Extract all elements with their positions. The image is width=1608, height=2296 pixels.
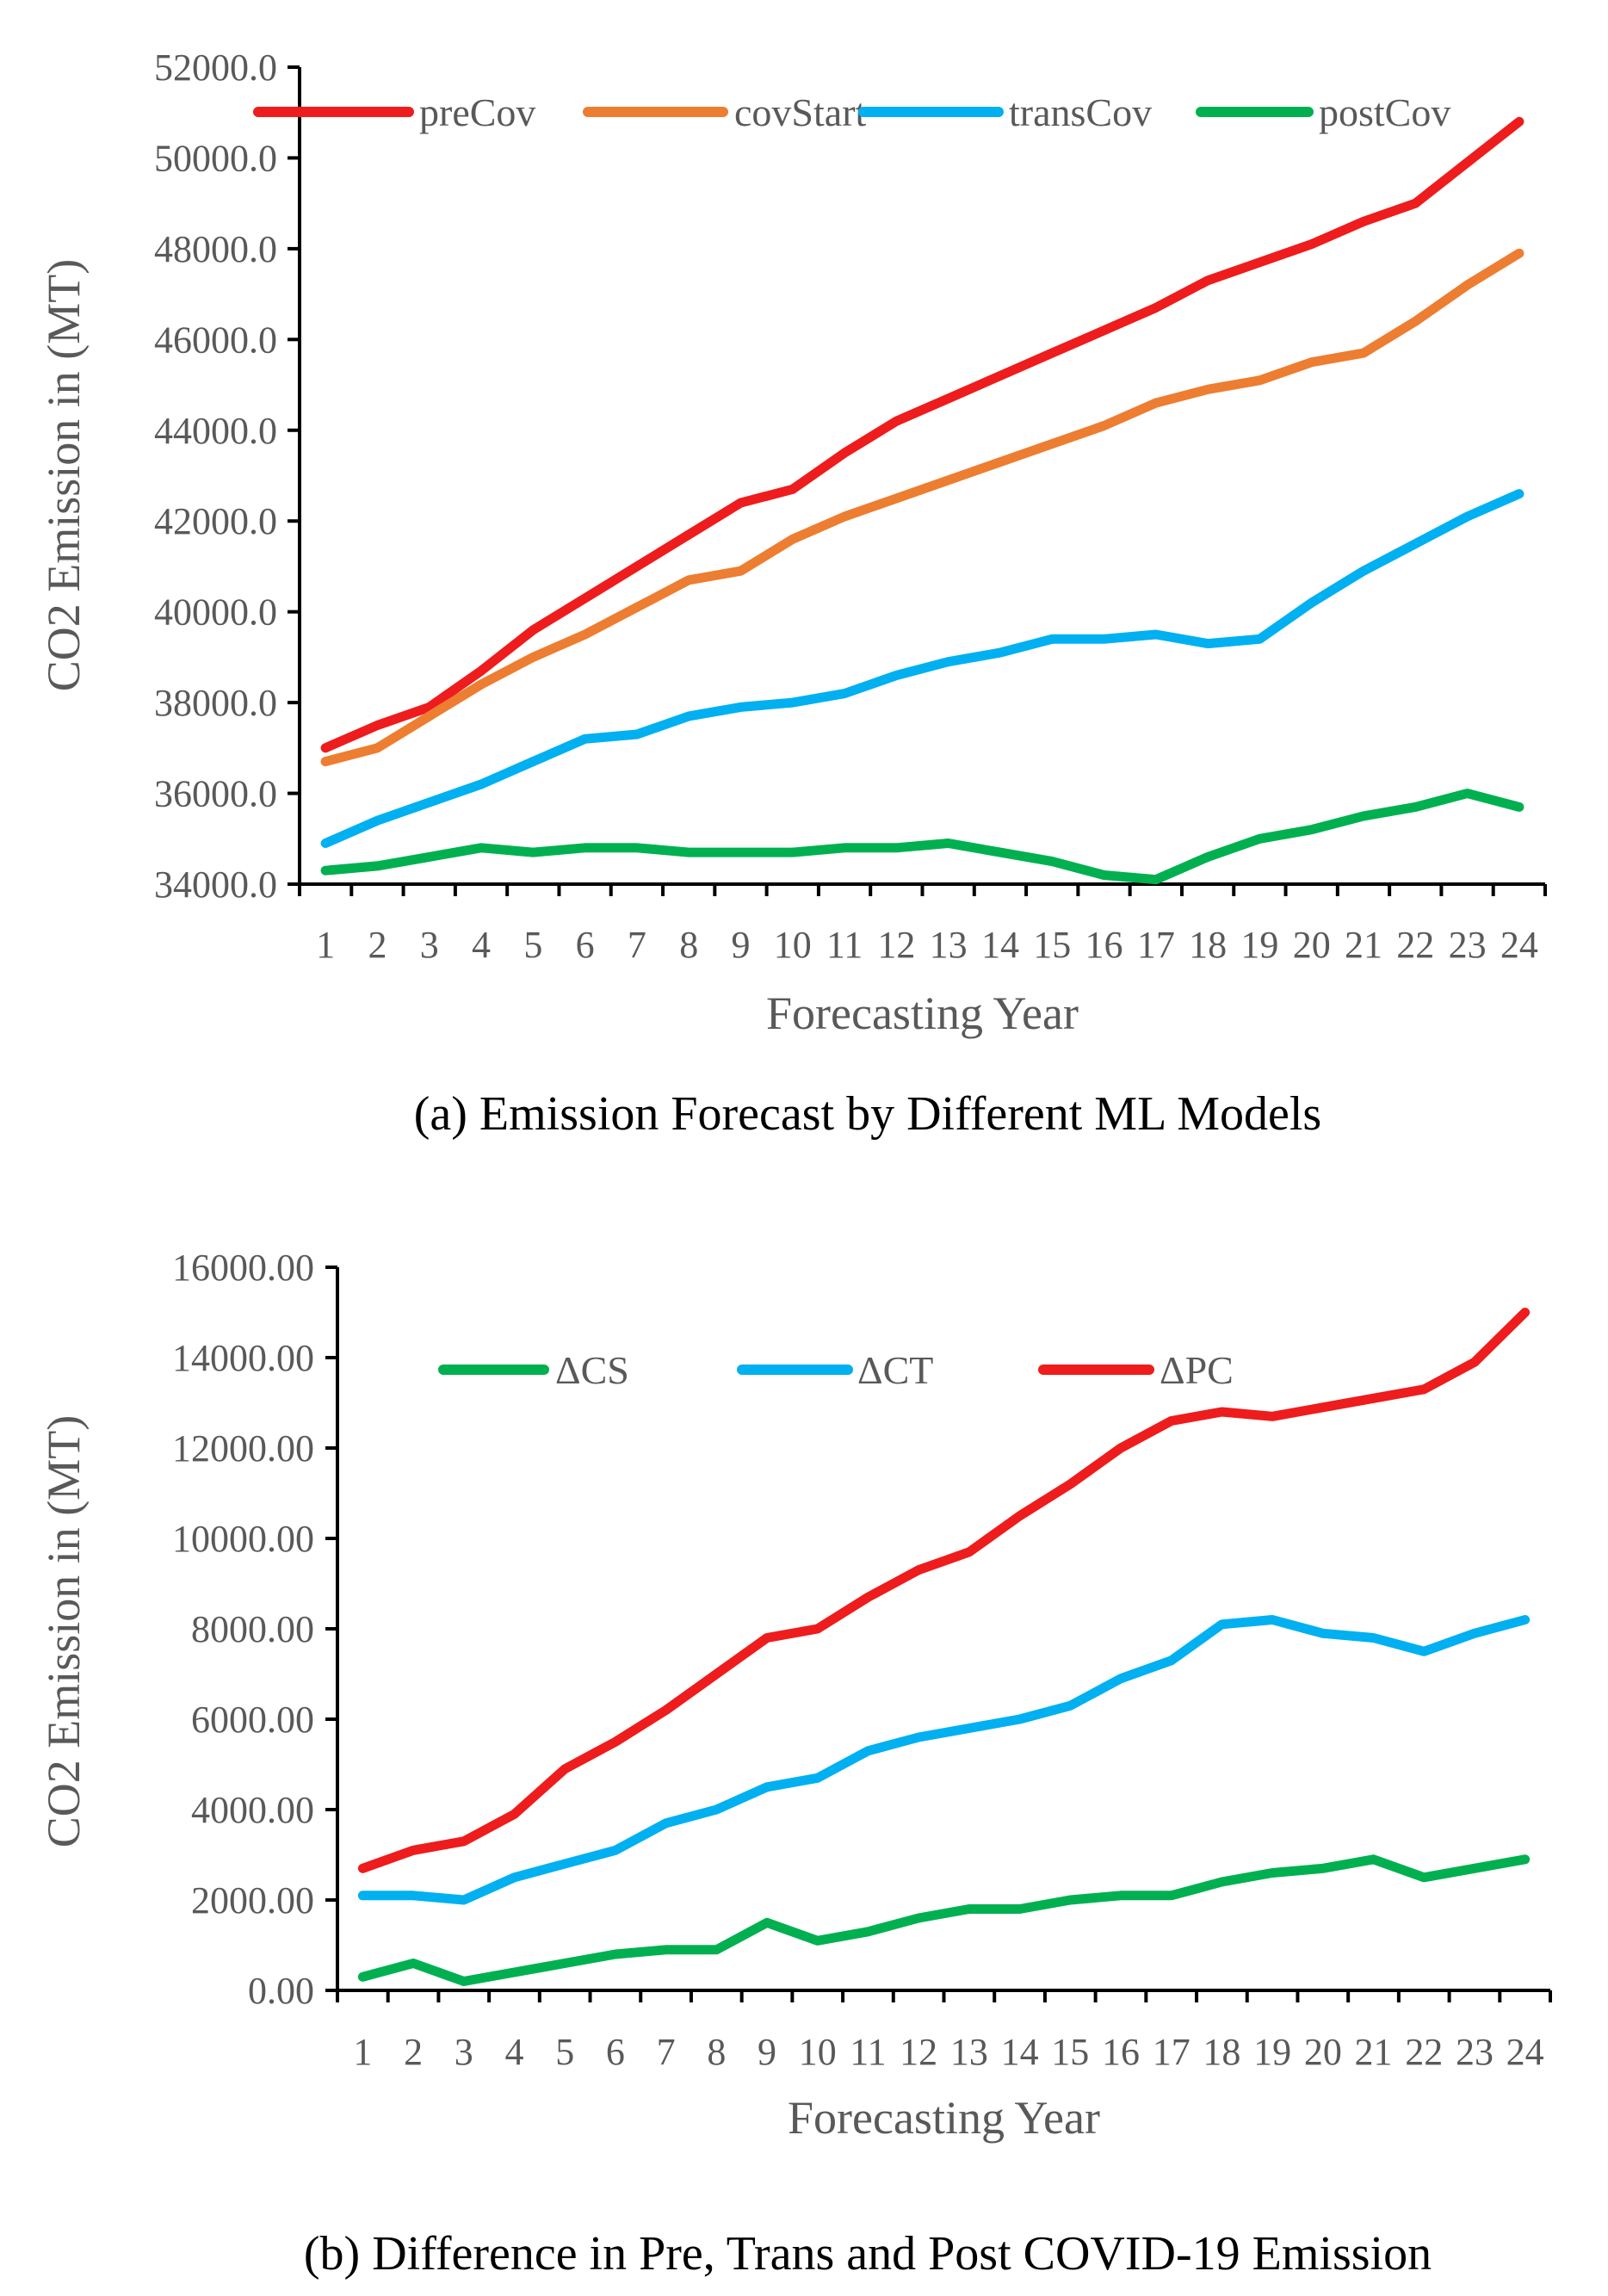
chart-b-legend-label: ΔPC bbox=[1160, 1348, 1234, 1392]
chart-b-x-tick-label: 2 bbox=[404, 2031, 423, 2073]
chart-a-y-tick-label: 52000.0 bbox=[154, 46, 277, 89]
chart-b-caption: (b) Difference in Pre, Trans and Post CO… bbox=[304, 2227, 1432, 2281]
chart-b-y-tick-label: 12000.00 bbox=[172, 1427, 314, 1470]
chart-a-legend-label: preCov bbox=[419, 90, 535, 134]
chart-a-x-tick-label: 7 bbox=[628, 924, 646, 966]
chart-b-x-tick-label: 4 bbox=[504, 2031, 523, 2073]
chart-a-y-tick-label: 38000.0 bbox=[154, 682, 277, 724]
chart-b-x-tick-label: 14 bbox=[1001, 2031, 1039, 2073]
chart-a-y-tick-label: 34000.0 bbox=[154, 863, 277, 906]
chart-a-x-tick-label: 9 bbox=[731, 924, 750, 966]
chart-b-svg: 0.00 2000.00 4000.00 6000.00 8000.00 10000.00… bbox=[38, 1247, 1552, 2281]
chart-b-series-ΔPC bbox=[357, 1308, 1531, 1873]
chart-b-y-tick-label: 4000.00 bbox=[191, 1789, 314, 1831]
chart-a-x-tick-label: 1 bbox=[316, 924, 335, 966]
chart-a-x-tick-label: 6 bbox=[576, 924, 595, 966]
chart-a-x-tick-label: 23 bbox=[1449, 924, 1487, 966]
chart-b-x-tick-label: 5 bbox=[555, 2031, 574, 2073]
chart-a-x-axis-title: Forecasting Year bbox=[766, 987, 1079, 1039]
chart-b-x-tick-label: 7 bbox=[657, 2031, 676, 2073]
chart-b-x-axis-title: Forecasting Year bbox=[788, 2092, 1100, 2144]
chart-a-x-tick-label: 13 bbox=[930, 924, 968, 966]
chart-a-y-tick-label: 36000.0 bbox=[154, 773, 277, 815]
chart-a-x-tick-label: 20 bbox=[1293, 924, 1331, 966]
chart-a-y-tick-label: 50000.0 bbox=[154, 137, 277, 179]
chart-b-x-tick-label: 20 bbox=[1304, 2031, 1342, 2073]
chart-b-y-tick-label: 14000.00 bbox=[172, 1337, 314, 1379]
chart-b: 0.00 2000.00 4000.00 6000.00 8000.00 10000.00… bbox=[0, 1188, 1608, 2296]
chart-b-y-tick-label: 10000.00 bbox=[172, 1518, 314, 1560]
chart-b-x-tick-label: 9 bbox=[758, 2031, 776, 2073]
chart-a-x-tick-label: 3 bbox=[420, 924, 439, 966]
chart-a-x-tick-label: 8 bbox=[679, 924, 698, 966]
chart-b-x-tick-label: 11 bbox=[850, 2031, 886, 2073]
chart-b-y-tick-label: 8000.00 bbox=[191, 1608, 314, 1650]
chart-a-x-tick-label: 22 bbox=[1396, 924, 1434, 966]
chart-a-series-preCov bbox=[320, 116, 1525, 753]
chart-a-x-tick-label: 14 bbox=[981, 924, 1019, 966]
chart-b-x-tick-label: 13 bbox=[950, 2031, 988, 2073]
chart-a-y-tick-label: 40000.0 bbox=[154, 591, 277, 634]
chart-a: 34000.0 36000.0 38000.0 40000.0 42000.0 44000… bbox=[38, 46, 1547, 1141]
chart-b-y-tick-label: 2000.00 bbox=[191, 1879, 314, 1922]
chart-a-x-tick-label: 18 bbox=[1189, 924, 1227, 966]
chart-b-x-tick-label: 1 bbox=[353, 2031, 372, 2073]
chart-b-x-tick-label: 8 bbox=[707, 2031, 726, 2073]
chart-a-x-tick-label: 5 bbox=[523, 924, 542, 966]
chart-a-x-tick-label: 19 bbox=[1240, 924, 1278, 966]
chart-a-y-tick-label: 46000.0 bbox=[154, 319, 277, 361]
chart-b-x-tick-label: 16 bbox=[1102, 2031, 1140, 2073]
chart-b-x-tick-label: 3 bbox=[455, 2031, 473, 2073]
chart-b-x-tick-label: 17 bbox=[1153, 2031, 1191, 2073]
chart-b-legend-label: ΔCS bbox=[555, 1348, 629, 1392]
chart-a-x-tick-label: 2 bbox=[368, 924, 387, 966]
chart-b-x-tick-label: 18 bbox=[1203, 2031, 1240, 2073]
chart-a-y-tick-label: 44000.0 bbox=[154, 410, 277, 452]
chart-b-x-tick-label: 23 bbox=[1456, 2031, 1494, 2073]
chart-a-x-tick-label: 12 bbox=[877, 924, 915, 966]
chart-b-legend-label: ΔCT bbox=[857, 1348, 933, 1392]
chart-b-x-tick-label: 6 bbox=[606, 2031, 625, 2073]
chart-a-series-covStart bbox=[320, 248, 1525, 767]
chart-a-caption: (a) Emission Forecast by Different ML Mo… bbox=[414, 1087, 1321, 1141]
chart-a-x-tick-label: 15 bbox=[1033, 924, 1071, 966]
chart-b-x-tick-label: 19 bbox=[1253, 2031, 1291, 2073]
chart-b-series-ΔCT bbox=[357, 1615, 1531, 1905]
chart-b-series-ΔCS bbox=[357, 1854, 1531, 1986]
chart-a-x-tick-label: 21 bbox=[1345, 924, 1382, 966]
chart-a-y-tick-label: 42000.0 bbox=[154, 500, 277, 542]
chart-b-x-tick-label: 22 bbox=[1405, 2031, 1443, 2073]
chart-a-x-tick-label: 10 bbox=[774, 924, 812, 966]
chart-b-y-axis-title: CO2 Emission in (MT) bbox=[38, 1415, 90, 1848]
chart-a-legend-label: transCov bbox=[1009, 90, 1152, 134]
chart-a-x-tick-label: 11 bbox=[826, 924, 863, 966]
chart-a-series-postCov bbox=[320, 789, 1525, 885]
chart-a-legend-label: postCov bbox=[1319, 90, 1450, 134]
chart-a-legend-label: covStart bbox=[734, 90, 867, 134]
chart-a-svg: 34000.0 36000.0 38000.0 40000.0 42000.0 44000… bbox=[38, 46, 1547, 1141]
chart-a-y-axis-title: CO2 Emission in (MT) bbox=[38, 259, 90, 692]
chart-a-y-tick-label: 48000.0 bbox=[154, 228, 277, 270]
chart-b-y-tick-label: 16000.00 bbox=[172, 1247, 314, 1289]
chart-a-series-transCov bbox=[320, 489, 1525, 848]
chart-b-y-tick-label: 6000.00 bbox=[191, 1699, 314, 1741]
chart-b-x-tick-label: 10 bbox=[799, 2031, 837, 2073]
chart-b-x-tick-label: 12 bbox=[900, 2031, 937, 2073]
chart-b-x-tick-label: 21 bbox=[1355, 2031, 1393, 2073]
chart-a-x-tick-label: 17 bbox=[1137, 924, 1175, 966]
chart-a-x-tick-label: 24 bbox=[1500, 924, 1538, 966]
chart-b-y-tick-label: 0.00 bbox=[248, 1970, 314, 2012]
chart-a-x-tick-label: 4 bbox=[472, 924, 491, 966]
chart-a-x-tick-label: 16 bbox=[1085, 924, 1123, 966]
chart-b-x-tick-label: 24 bbox=[1506, 2031, 1544, 2073]
chart-b-x-tick-label: 15 bbox=[1051, 2031, 1089, 2073]
